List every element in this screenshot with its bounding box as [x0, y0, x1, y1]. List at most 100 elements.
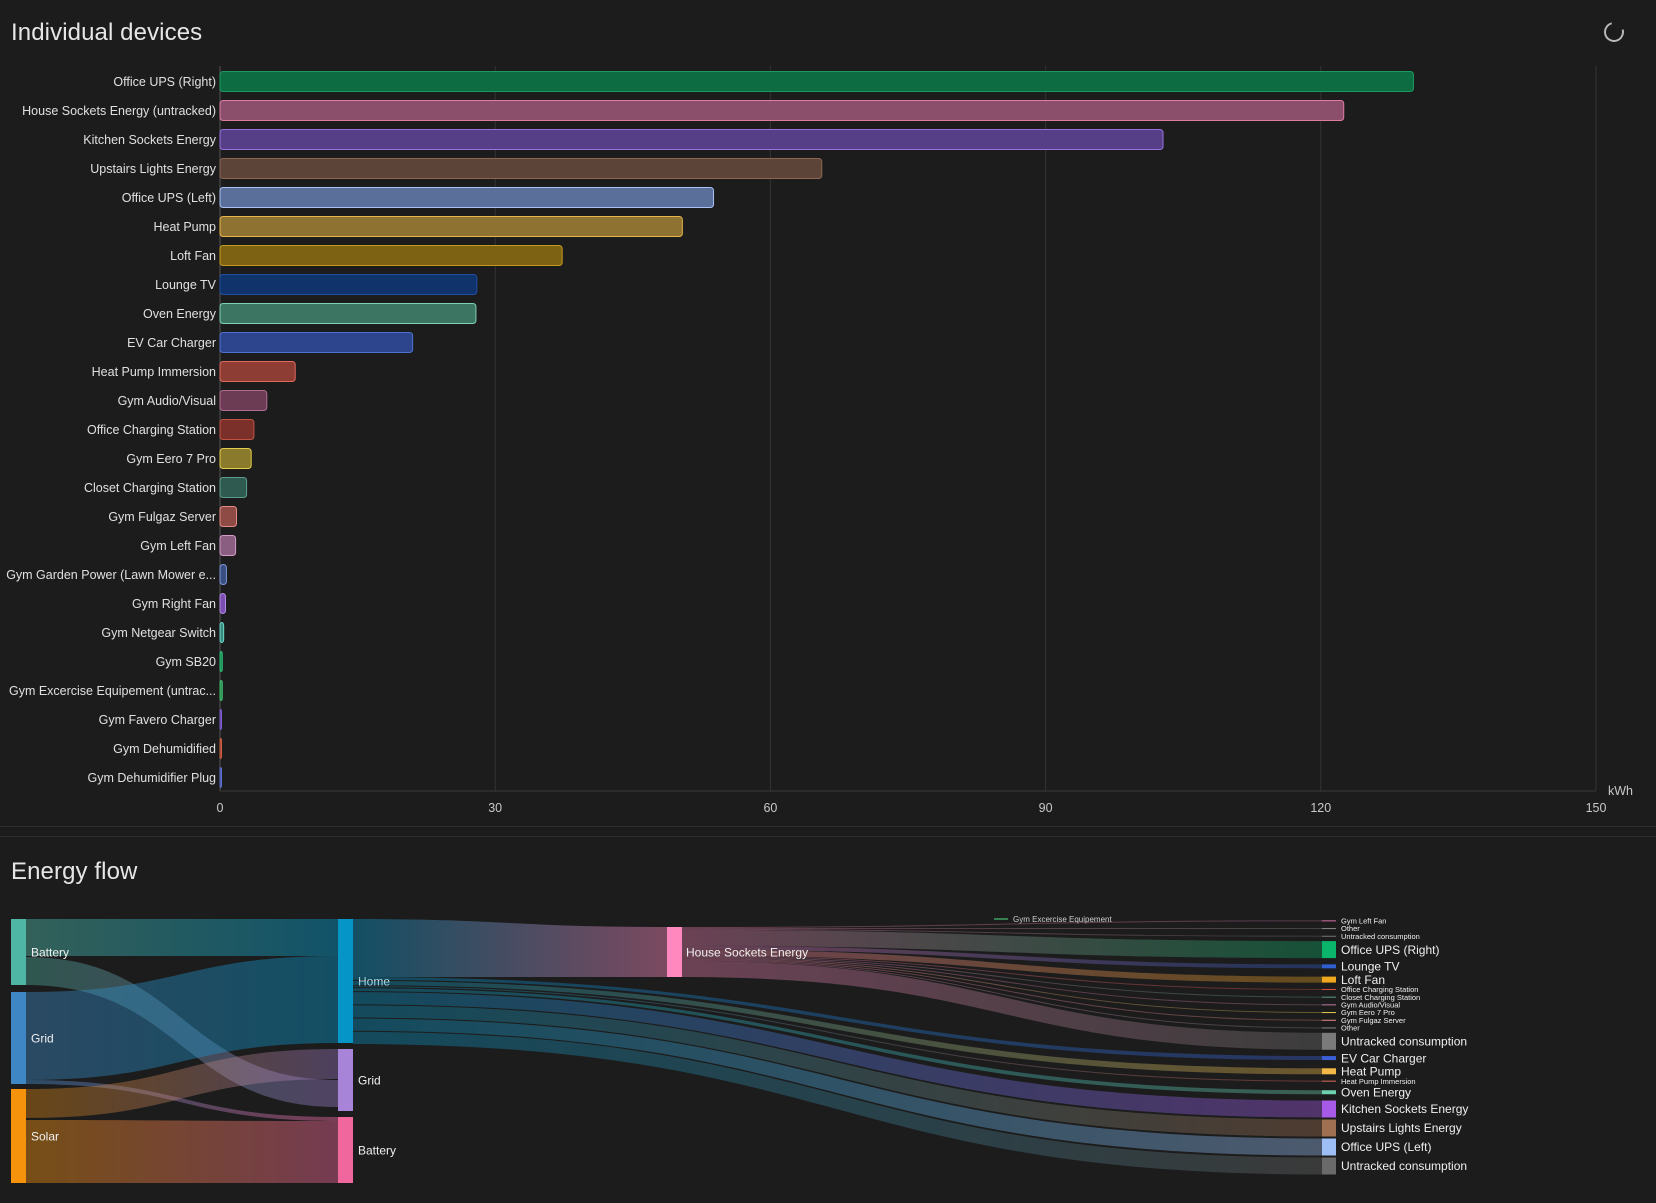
bar-label-gym-favero-charger: Gym Favero Charger	[99, 713, 216, 727]
flow-sockets-other	[682, 960, 1322, 1029]
flow-home-oven-energy	[353, 988, 1322, 1095]
bar-label-office-ups-left: Office UPS (Left)	[122, 191, 216, 205]
sankey-label-gym-excercise-equipement: Gym Excercise Equipement	[1013, 915, 1112, 924]
bar-label-lounge-tv: Lounge TV	[155, 278, 217, 292]
sankey-label-kitchen-sockets-energy: Kitchen Sockets Energy	[1341, 1102, 1468, 1116]
flow-sockets-office-ups-right	[682, 929, 1322, 959]
sankey-node-other	[1322, 1027, 1336, 1029]
sankey-node-gym-eero-7-pro	[1322, 1012, 1336, 1014]
bar-gym-fulgaz-server	[219, 506, 238, 527]
sankey-label-gym-left-fan: Gym Left Fan	[1341, 916, 1386, 925]
bar-office-ups-right	[219, 71, 1414, 92]
sankey-node-untracked-consumption	[1322, 935, 1336, 937]
bar-house-sockets-energy-untracked	[219, 100, 1345, 121]
bar-label-gym-dehumidifier-plug: Gym Dehumidifier Plug	[87, 771, 216, 785]
flow-grid-home	[26, 956, 338, 1080]
bar-label-loft-fan: Loft Fan	[170, 249, 216, 263]
bar-heat-pump-immersion	[219, 361, 296, 382]
bar-office-ups-left	[219, 187, 715, 208]
bar-gym-dehumidified	[219, 738, 222, 759]
flow-home-ev-car-charger	[353, 977, 1322, 1061]
flow-sockets-office-charging-station	[682, 955, 1322, 990]
bar-gym-eero-7-pro	[219, 448, 252, 469]
bar-label-upstairs-lights-energy: Upstairs Lights Energy	[90, 162, 217, 176]
bar-label-gym-garden-power-lawn-mower-e: Gym Garden Power (Lawn Mower e...	[6, 568, 216, 582]
flow-home-untracked-consumption	[353, 1031, 1322, 1175]
bar-label-heat-pump-immersion: Heat Pump Immersion	[92, 365, 216, 379]
bar-heat-pump	[219, 216, 683, 237]
devices-card-title: Individual devices	[11, 19, 203, 46]
bar-label-closet-charging-station: Closet Charging Station	[84, 481, 216, 495]
sankey-label-heat-pump-immersion: Heat Pump Immersion	[1341, 1077, 1416, 1086]
bar-label-gym-left-fan: Gym Left Fan	[140, 539, 216, 553]
sankey-node-heat-pump	[1322, 1068, 1336, 1075]
sankey-label-oven-energy: Oven Energy	[1341, 1085, 1411, 1099]
bar-label-gym-dehumidified: Gym Dehumidified	[113, 742, 216, 756]
flow-card-title: Energy flow	[11, 858, 138, 885]
flow-solar-grid	[26, 1049, 338, 1118]
sankey-label-heat-pump: Heat Pump	[1341, 1065, 1401, 1079]
sankey-node-upstairs-lights-energy	[1322, 1119, 1336, 1137]
sankey-label-untracked-consumption: Untracked consumption	[1341, 932, 1420, 941]
flow-battery-home	[26, 919, 338, 956]
bar-gym-dehumidifier-plug	[219, 767, 222, 788]
sankey-node-gym-audio-visual	[1322, 1004, 1336, 1006]
bar-label-gym-excercise-equipement-untrac: Gym Excercise Equipement (untrac...	[9, 684, 216, 698]
bar-lounge-tv	[219, 274, 478, 295]
bar-label-gym-netgear-switch: Gym Netgear Switch	[101, 626, 216, 640]
bar-label-office-charging-station: Office Charging Station	[87, 423, 216, 437]
sankey-node-office-ups-left	[1322, 1138, 1336, 1156]
sankey-node-battery	[338, 1117, 353, 1183]
bar-label-ev-car-charger: EV Car Charger	[127, 336, 216, 350]
sankey-node-closet-charging-station	[1322, 996, 1336, 998]
bar-closet-charging-station	[219, 477, 248, 498]
sankey-node-heat-pump-immersion	[1322, 1080, 1336, 1082]
flow-sockets-untracked-consumption	[682, 928, 1322, 937]
sankey-label-house-sockets-energy: House Sockets Energy	[686, 946, 808, 960]
flow-sockets-gym-audio-visual	[682, 957, 1322, 1006]
flow-grid-battery	[26, 1080, 338, 1121]
sankey-node-grid	[338, 1049, 353, 1111]
flow-sockets-untracked-consumption	[682, 960, 1322, 1050]
sankey-node-lounge-tv	[1322, 964, 1336, 969]
bar-label-kitchen-sockets-energy: Kitchen Sockets Energy	[83, 133, 216, 147]
sankey-label-office-charging-station: Office Charging Station	[1341, 985, 1418, 994]
sankey-label-closet-charging-station: Closet Charging Station	[1341, 993, 1420, 1002]
bar-gym-garden-power-lawn-mower-e	[219, 564, 227, 585]
sankey-node-source-grid	[11, 992, 26, 1084]
sankey-node-other	[1322, 928, 1336, 930]
sankey-label-untracked-consumption: Untracked consumption	[1341, 1035, 1467, 1049]
bar-gym-audio-visual	[219, 390, 268, 411]
sankey-node-gym-fulgaz-server	[1322, 1019, 1336, 1021]
x-tick-label: 120	[1310, 801, 1331, 815]
bar-office-charging-station	[219, 419, 255, 440]
sankey-label-battery: Battery	[358, 1144, 396, 1158]
sankey-node-ev-car-charger	[1322, 1056, 1336, 1061]
sankey-node-kitchen-sockets-energy	[1322, 1100, 1336, 1118]
bar-gym-netgear-switch	[219, 622, 225, 643]
sankey-label-grid: Grid	[358, 1074, 381, 1088]
bar-loft-fan	[219, 245, 563, 266]
bar-gym-right-fan	[219, 593, 227, 614]
sankey-node-untracked-consumption	[1322, 1157, 1336, 1175]
sankey-label-untracked-consumption: Untracked consumption	[1341, 1159, 1467, 1173]
flow-home-office-ups-left	[353, 1018, 1322, 1156]
bar-label-gym-audio-visual: Gym Audio/Visual	[118, 394, 216, 408]
flow-sockets-gym-fulgaz-server	[682, 959, 1322, 1021]
bar-upstairs-lights-energy	[219, 158, 823, 179]
energy-flow-card: Battery Grid Solar Home Grid Battery Gym Excer…	[0, 836, 1656, 1203]
sankey-label-other: Other	[1341, 924, 1360, 933]
bar-label-heat-pump: Heat Pump	[153, 220, 216, 234]
x-axis-unit: kWh	[1608, 784, 1633, 798]
sankey-node-source-solar	[11, 1089, 26, 1183]
sankey-node-office-ups-right	[1322, 941, 1336, 959]
sankey-node-house-sockets-energy	[667, 927, 682, 977]
flow-sockets-gym-eero-7-pro	[682, 958, 1322, 1014]
sankey-label-office-ups-right: Office UPS (Right)	[1341, 943, 1439, 957]
bar-label-house-sockets-energy-untracked: House Sockets Energy (untracked)	[22, 104, 216, 118]
flow-home-heat-pump	[353, 980, 1322, 1075]
sankey-node-loft-fan	[1322, 976, 1336, 983]
bar-ev-car-charger	[219, 332, 414, 353]
